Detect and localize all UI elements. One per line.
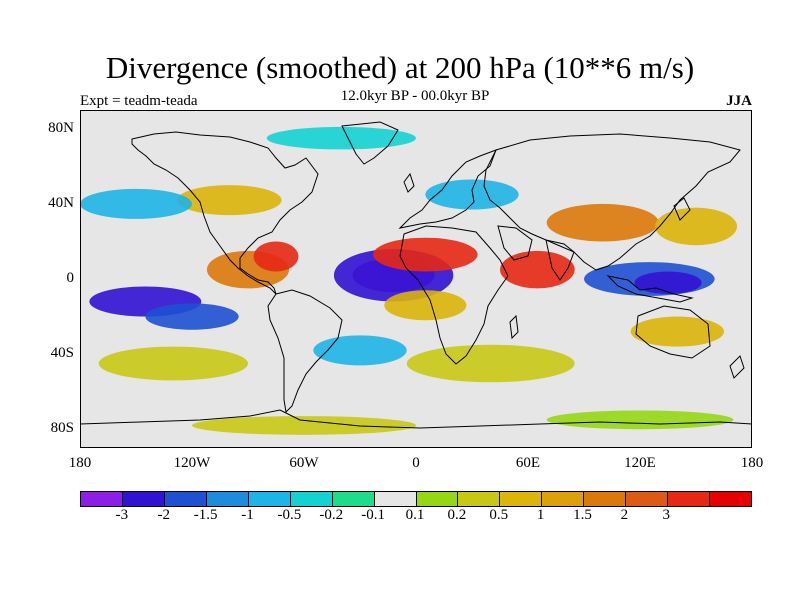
colorbar-swatch (122, 492, 165, 506)
experiment-label: Expt = teadm-teada (80, 93, 198, 109)
colorbar-label: 2 (620, 507, 629, 523)
season-label: JJA (726, 93, 752, 109)
lon-tick-label: 0 (412, 455, 420, 471)
lon-tick-label: 120E (624, 455, 656, 471)
colorbar-label: -2 (157, 507, 171, 523)
coastline-australia (635, 305, 711, 359)
coastline-new-zealand (729, 355, 745, 379)
colorbar-swatch (164, 492, 207, 506)
colorbar-swatch (458, 492, 501, 506)
lat-tick-label: 0 (66, 270, 75, 286)
field-region-south-pacific-pos (98, 346, 248, 381)
colorbar (80, 491, 752, 507)
field-region-asia-pos (546, 203, 659, 242)
lat-tick-label: 40N (48, 194, 74, 211)
lon-tick-label: 180 (68, 455, 92, 471)
divergence-field (80, 126, 738, 435)
lon-tick-label: 60W (289, 455, 319, 471)
colorbar-swatch (710, 492, 751, 506)
colorbar-label: 0.5 (489, 507, 509, 523)
colorbar-label: 0.2 (447, 507, 467, 523)
field-region-antarctic-pos-east (546, 410, 734, 430)
field-region-north-pacific-neg (80, 188, 192, 219)
colorbar-swatch (81, 492, 123, 506)
field-region-south-atlantic-pos (384, 290, 467, 321)
coastline-antarctica (80, 409, 752, 429)
colorbar-swatch (248, 492, 291, 506)
coastline-arabia (497, 225, 533, 261)
colorbar-swatch (626, 492, 669, 506)
colorbar-swatch (332, 492, 375, 506)
field-region-australia-pos (630, 316, 724, 347)
colorbar-label: -3 (115, 507, 129, 523)
field-region-caribbean-pos (253, 241, 299, 272)
colorbar-label: 1.5 (573, 507, 592, 523)
colorbar-swatch (668, 492, 711, 506)
colorbar-label: -1.5 (193, 507, 218, 523)
map-panel (80, 110, 752, 448)
lon-tick-label: 120W (173, 455, 211, 471)
coastlines (80, 121, 752, 429)
lat-tick-label: 40S (50, 345, 74, 362)
colorbar-swatch (584, 492, 627, 506)
field-region-indian-ocean-pos (500, 250, 575, 289)
period-label: 12.0kyr BP - 00.0kyr BP (340, 88, 490, 104)
coastline-madagascar (509, 314, 519, 340)
colorbar-swatch (416, 492, 459, 506)
plot-title: Divergence (smoothed) at 200 hPa (10**6 … (105, 50, 695, 85)
colorbar-label: -0.5 (277, 507, 302, 523)
colorbar-swatch (500, 492, 543, 506)
colorbar-label: 3 (662, 507, 671, 523)
colorbar-swatch (206, 492, 249, 506)
field-region-southern-ocean-pos (406, 344, 575, 383)
coastline-british-isles (403, 172, 415, 193)
colorbar-label: 1 (536, 507, 545, 523)
colorbar-swatch (290, 492, 333, 506)
colorbar-label: -1 (241, 507, 254, 523)
field-region-west-pacific-neg-max (634, 271, 702, 295)
field-region-arctic-neg (266, 126, 416, 150)
field-region-antarctic-pos (192, 416, 416, 435)
coastline-japan (673, 197, 691, 221)
colorbar-swatch (542, 492, 585, 506)
colorbar-swatch (374, 492, 417, 506)
lat-tick-label: 80S (50, 420, 74, 437)
coastline-maritime-continent (606, 275, 694, 303)
map-border (80, 110, 752, 448)
colorbar-label: -0.2 (319, 507, 344, 523)
lon-tick-label: 180 (740, 455, 764, 471)
coastline-greenland (341, 121, 399, 165)
coastline-india (545, 239, 575, 281)
coastline-africa (399, 225, 509, 365)
field-region-north-america-pos (177, 185, 282, 216)
coastline-south-america (267, 289, 343, 414)
field-region-south-atlantic-neg (313, 335, 407, 366)
field-region-east-asia-pos (654, 207, 738, 246)
lon-tick-label: 60E (515, 455, 541, 471)
lat-tick-label: 80N (48, 119, 74, 136)
field-region-central-pacific-neg (145, 303, 239, 330)
divergence-map (80, 110, 752, 448)
coastline-north-america (131, 131, 319, 295)
field-region-europe-neg (425, 179, 519, 210)
colorbar-label: 0.1 (405, 507, 425, 523)
coastline-asia (483, 133, 741, 271)
coastline-europe (398, 149, 497, 229)
colorbar-label: -0.1 (361, 507, 385, 523)
field-region-africa-pos (373, 237, 478, 272)
